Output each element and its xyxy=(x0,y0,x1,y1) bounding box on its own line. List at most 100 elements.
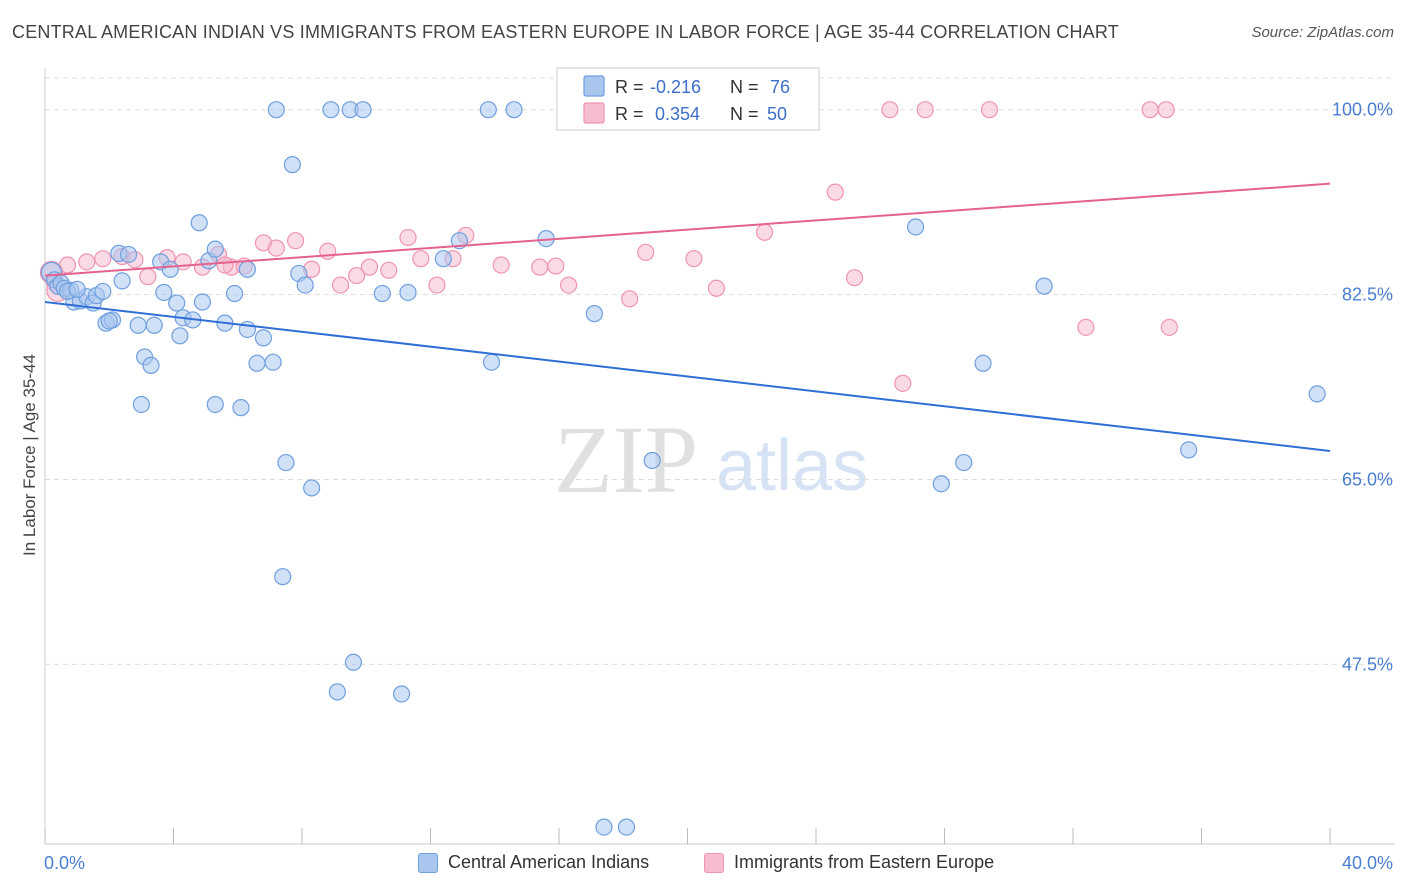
data-point-central-american-indians xyxy=(479,101,497,119)
data-point-central-american-indians xyxy=(161,260,179,278)
data-point-central-american-indians xyxy=(1035,277,1053,295)
data-point-central-american-indians xyxy=(254,329,273,347)
legend-n-label-blue: N = xyxy=(730,77,759,97)
axes xyxy=(44,68,1395,845)
data-point-immigrants xyxy=(1160,318,1178,336)
data-point-immigrants xyxy=(637,243,655,261)
data-point-immigrants xyxy=(428,276,446,294)
data-point-central-american-indians xyxy=(68,280,86,298)
data-point-immigrants xyxy=(531,258,549,276)
data-point-central-american-indians xyxy=(94,282,112,301)
data-point-central-american-indians xyxy=(225,284,244,303)
data-point-immigrants xyxy=(621,290,639,308)
data-point-immigrants xyxy=(916,101,934,119)
data-point-central-american-indians xyxy=(643,451,661,470)
data-point-central-american-indians xyxy=(277,453,295,472)
data-point-central-american-indians xyxy=(129,316,147,334)
data-point-central-american-indians xyxy=(505,101,523,119)
data-point-central-american-indians xyxy=(906,218,925,236)
data-point-central-american-indians xyxy=(373,284,391,303)
correlation-legend: R = -0.216 N = 76 R = 0.354 N = 50 xyxy=(556,67,820,131)
data-point-central-american-indians xyxy=(155,283,173,302)
data-point-central-american-indians xyxy=(142,356,160,374)
data-point-immigrants xyxy=(360,258,379,276)
data-point-central-american-indians xyxy=(932,475,950,493)
data-point-central-american-indians xyxy=(100,312,118,330)
trend-line-immigrants xyxy=(44,182,1331,277)
data-point-central-american-indians xyxy=(274,568,292,586)
data-point-immigrants xyxy=(894,374,912,392)
legend-swatch-blue xyxy=(583,75,605,97)
x-tick-label: 40.0% xyxy=(1342,853,1393,873)
data-point-central-american-indians xyxy=(595,818,613,836)
data-point-central-american-indians xyxy=(344,653,362,671)
data-point-central-american-indians xyxy=(267,101,285,119)
data-point-immigrants xyxy=(78,253,96,271)
data-point-central-american-indians xyxy=(168,294,186,312)
data-point-central-american-indians xyxy=(264,353,282,371)
data-point-immigrants xyxy=(286,232,305,250)
y-tick-label: 47.5% xyxy=(1342,654,1393,674)
data-point-central-american-indians xyxy=(322,101,340,119)
data-point-central-american-indians xyxy=(145,316,163,334)
legend-n-value-blue: 76 xyxy=(770,77,790,97)
legend-item-immigrants-eastern-europe[interactable]: Immigrants from Eastern Europe xyxy=(704,852,994,873)
data-point-central-american-indians xyxy=(190,214,208,232)
data-point-immigrants xyxy=(1141,101,1159,119)
chart-title: CENTRAL AMERICAN INDIAN VS IMMIGRANTS FR… xyxy=(12,22,1119,42)
data-point-immigrants xyxy=(492,256,510,274)
data-point-immigrants xyxy=(331,276,350,294)
legend-r-label-pink: R = xyxy=(615,104,644,124)
data-point-immigrants xyxy=(399,228,417,247)
data-point-central-american-indians xyxy=(232,399,250,417)
data-point-immigrants xyxy=(267,239,285,257)
legend-n-value-pink: 50 xyxy=(767,104,787,124)
data-point-central-american-indians xyxy=(955,453,973,472)
watermark-zip: ZIP xyxy=(554,406,698,513)
y-tick-label: 100.0% xyxy=(1332,100,1393,120)
data-point-central-american-indians xyxy=(193,293,212,311)
data-point-immigrants xyxy=(685,250,703,268)
data-point-central-american-indians xyxy=(119,245,138,264)
watermark-atlas: atlas xyxy=(716,426,868,506)
series-central-american-indians xyxy=(40,101,1326,836)
data-point-immigrants xyxy=(1077,318,1095,336)
series-immigrants-eastern-europe xyxy=(39,101,1178,392)
data-point-immigrants xyxy=(707,279,726,297)
legend-item-central-american-indians[interactable]: Central American Indians xyxy=(418,852,649,873)
legend-label-central-american-indians: Central American Indians xyxy=(448,852,650,872)
data-point-central-american-indians xyxy=(132,395,150,414)
data-point-central-american-indians xyxy=(434,250,452,268)
data-point-central-american-indians xyxy=(1180,441,1198,459)
data-point-immigrants xyxy=(319,242,337,260)
data-point-central-american-indians xyxy=(354,101,372,119)
legend-r-value-blue: -0.216 xyxy=(650,77,701,97)
data-point-central-american-indians xyxy=(482,353,501,371)
trend-line-central-american-indians xyxy=(44,300,1331,452)
data-point-immigrants xyxy=(547,257,565,275)
data-point-immigrants xyxy=(755,223,774,241)
trend-lines xyxy=(44,182,1331,452)
legend-label-immigrants-eastern-europe: Immigrants from Eastern Europe xyxy=(734,852,995,872)
data-point-immigrants xyxy=(94,250,112,268)
watermark: ZIP atlas xyxy=(554,406,868,513)
legend-n-label-pink: N = xyxy=(730,104,759,124)
data-point-central-american-indians xyxy=(296,276,314,294)
data-point-immigrants xyxy=(139,268,157,286)
source-label: Source: ZipAtlas.com xyxy=(1251,24,1394,41)
data-point-central-american-indians xyxy=(392,685,411,703)
data-point-central-american-indians xyxy=(283,156,301,174)
data-point-immigrants xyxy=(1157,101,1175,119)
data-point-central-american-indians xyxy=(113,272,131,290)
legend-swatch-pink xyxy=(583,102,605,124)
data-point-central-american-indians xyxy=(303,479,321,497)
data-point-central-american-indians xyxy=(238,260,256,278)
data-point-immigrants xyxy=(980,101,999,119)
data-point-immigrants xyxy=(560,276,578,294)
legend-swatch-immigrants-eastern-europe xyxy=(704,852,724,873)
data-point-central-american-indians xyxy=(171,327,189,345)
data-point-immigrants xyxy=(216,256,234,274)
data-point-immigrants xyxy=(380,261,398,279)
data-point-immigrants xyxy=(412,250,430,268)
grid xyxy=(45,77,1395,665)
